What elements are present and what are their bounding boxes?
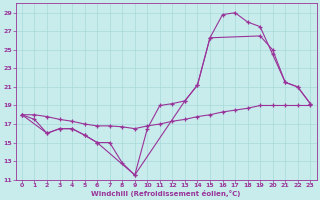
- X-axis label: Windchill (Refroidissement éolien,°C): Windchill (Refroidissement éolien,°C): [92, 190, 241, 197]
